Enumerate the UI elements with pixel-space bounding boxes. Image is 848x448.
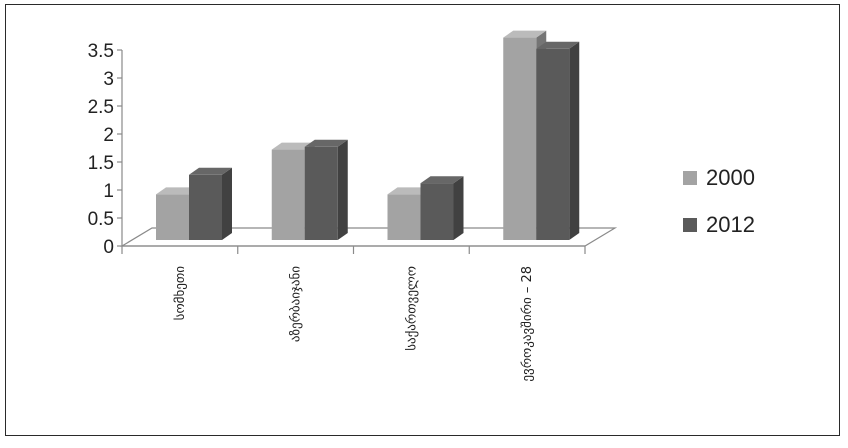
bar-side-face bbox=[569, 41, 580, 240]
bar-front-face bbox=[189, 174, 222, 240]
bar-top-face bbox=[189, 167, 232, 175]
x-category-label: სომხეთი bbox=[173, 266, 188, 321]
bar-top-face bbox=[420, 176, 464, 184]
y-tick-label: 1.5 bbox=[88, 153, 114, 174]
bar-top-face bbox=[156, 187, 199, 195]
y-tick-label: 0.5 bbox=[88, 209, 114, 230]
bar-front-face bbox=[420, 183, 454, 240]
bar-front-face bbox=[536, 48, 570, 240]
legend-swatch-2000 bbox=[683, 171, 697, 185]
x-category-label: ევროკავშირი – 28 bbox=[520, 266, 535, 382]
legend-swatch-2012 bbox=[683, 218, 697, 232]
bar-front-face bbox=[271, 149, 305, 240]
bar-front-face bbox=[304, 146, 338, 240]
bar-top-face bbox=[387, 187, 431, 195]
bar-front-face bbox=[503, 37, 537, 240]
bar-2012-2 bbox=[420, 176, 464, 240]
y-tick-label: 1 bbox=[103, 181, 114, 202]
legend-label-2000: 2000 bbox=[706, 165, 755, 190]
y-tick-label: 3 bbox=[103, 69, 114, 90]
bar-2012-0 bbox=[189, 167, 232, 240]
x-category-label: აზერბაიჯანი bbox=[289, 266, 304, 342]
y-tick-label: 0 bbox=[103, 237, 114, 258]
bar-top-face bbox=[503, 30, 547, 38]
y-tick-label: 2.5 bbox=[88, 97, 114, 118]
bar-front-face bbox=[156, 194, 189, 240]
bar-2012-3 bbox=[536, 41, 580, 240]
bar-top-face bbox=[304, 139, 348, 147]
legend-label-2012: 2012 bbox=[706, 212, 755, 237]
bar-side-face bbox=[337, 139, 348, 240]
bar-side-face bbox=[222, 167, 232, 240]
bar-top-face bbox=[271, 142, 315, 150]
bar-side-face bbox=[453, 176, 464, 240]
x-category-label: საქართველო bbox=[404, 266, 419, 351]
y-tick-label: 3.5 bbox=[88, 41, 114, 62]
bar-front-face bbox=[387, 194, 421, 240]
bar-top-face bbox=[536, 41, 580, 49]
y-tick-label: 2 bbox=[103, 125, 114, 146]
bar-2012-1 bbox=[304, 139, 348, 240]
